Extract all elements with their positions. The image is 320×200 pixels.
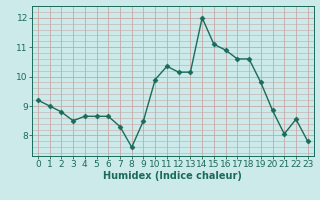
X-axis label: Humidex (Indice chaleur): Humidex (Indice chaleur) — [103, 171, 242, 181]
